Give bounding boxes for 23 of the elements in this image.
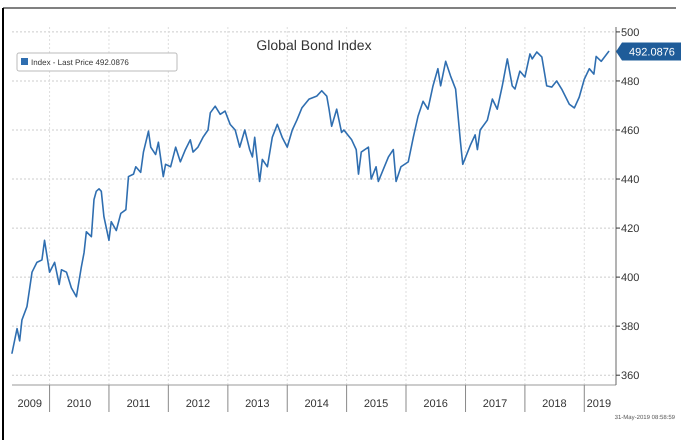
text: Global Bond Index [256, 37, 372, 53]
x-tick-label: 2016 [423, 398, 448, 410]
x-tick-label: 2009 [17, 398, 42, 410]
x-tick-label: 2014 [304, 398, 329, 410]
x-tick-label: 2011 [126, 398, 150, 410]
x-tick-label: 2017 [482, 398, 508, 410]
x-tick-label: 2012 [186, 398, 210, 410]
x-tick-label: 2015 [364, 398, 388, 410]
x-tick-label: 2018 [542, 398, 567, 410]
legend-label: Index - Last Price 492.0876 [31, 58, 130, 67]
x-tick-label: 2010 [66, 398, 92, 410]
y-tick-label: 440 [621, 174, 640, 186]
text: 492.0876 [629, 46, 675, 59]
y-tick-label: 380 [621, 321, 640, 334]
y-tick-label: 360 [621, 370, 640, 382]
y-tick-label: 420 [621, 223, 640, 236]
y-tick-label: 400 [621, 272, 640, 284]
x-tick-label: 2013 [245, 398, 270, 410]
y-tick-label: 500 [621, 26, 640, 39]
line-series [11, 50, 610, 354]
x-tick-label: 2019 [586, 398, 612, 410]
y-tick-label: 480 [621, 76, 640, 88]
y-tick-label: 460 [621, 124, 640, 137]
